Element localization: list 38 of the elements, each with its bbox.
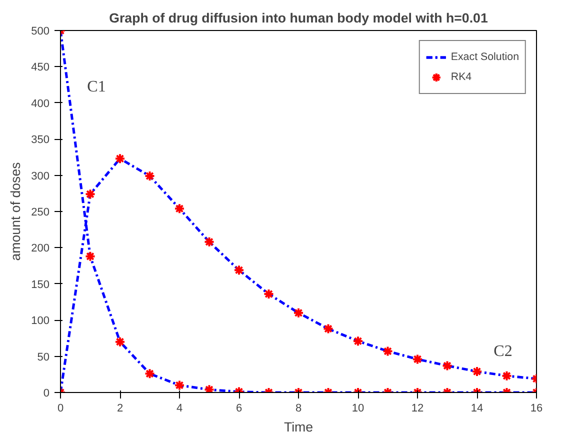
- x-tick-label: 12: [411, 402, 424, 414]
- x-tick-label: 6: [236, 402, 242, 414]
- x-tick-label: 16: [530, 402, 543, 414]
- x-tick-label: 0: [57, 402, 64, 414]
- y-tick-label: 500: [31, 26, 50, 38]
- y-tick-label: 200: [31, 242, 50, 255]
- point: [144, 170, 156, 182]
- y-tick-label: 450: [31, 62, 50, 74]
- y-tick-label: 350: [31, 134, 50, 146]
- point: [174, 203, 185, 214]
- point: [204, 236, 215, 248]
- x-tick-label: 10: [352, 402, 364, 414]
- y-axis-title: amount of doses: [8, 162, 24, 261]
- annotation: C1: [87, 78, 106, 96]
- point: [204, 384, 215, 392]
- point: [234, 264, 244, 276]
- point: [293, 307, 304, 318]
- point: [263, 288, 274, 300]
- x-tick-label: 14: [470, 402, 484, 414]
- point: [322, 323, 334, 334]
- x-tick-label: 8: [295, 402, 302, 414]
- chart-title: Graph of drug diffusion into human body model with h=0.01: [109, 10, 488, 26]
- x-tick-label: 4: [176, 402, 183, 414]
- y-tick-label: 300: [31, 170, 50, 182]
- legend-label: RK4: [450, 71, 472, 83]
- point: [84, 188, 96, 200]
- point: [114, 153, 126, 164]
- y-tick-label: 150: [31, 278, 50, 291]
- x-tick-label: 2: [116, 402, 124, 414]
- y-tick-label: 100: [31, 315, 50, 328]
- annotation: C2: [494, 342, 512, 360]
- y-tick-label: 250: [31, 206, 50, 218]
- y-tick-label: 50: [37, 351, 50, 364]
- y-tick-label: 400: [31, 98, 50, 110]
- point: [84, 250, 96, 262]
- legend-label: Exact Solution: [450, 51, 519, 63]
- y-tick-label: 0: [43, 388, 50, 400]
- x-axis-title: Time: [284, 420, 314, 434]
